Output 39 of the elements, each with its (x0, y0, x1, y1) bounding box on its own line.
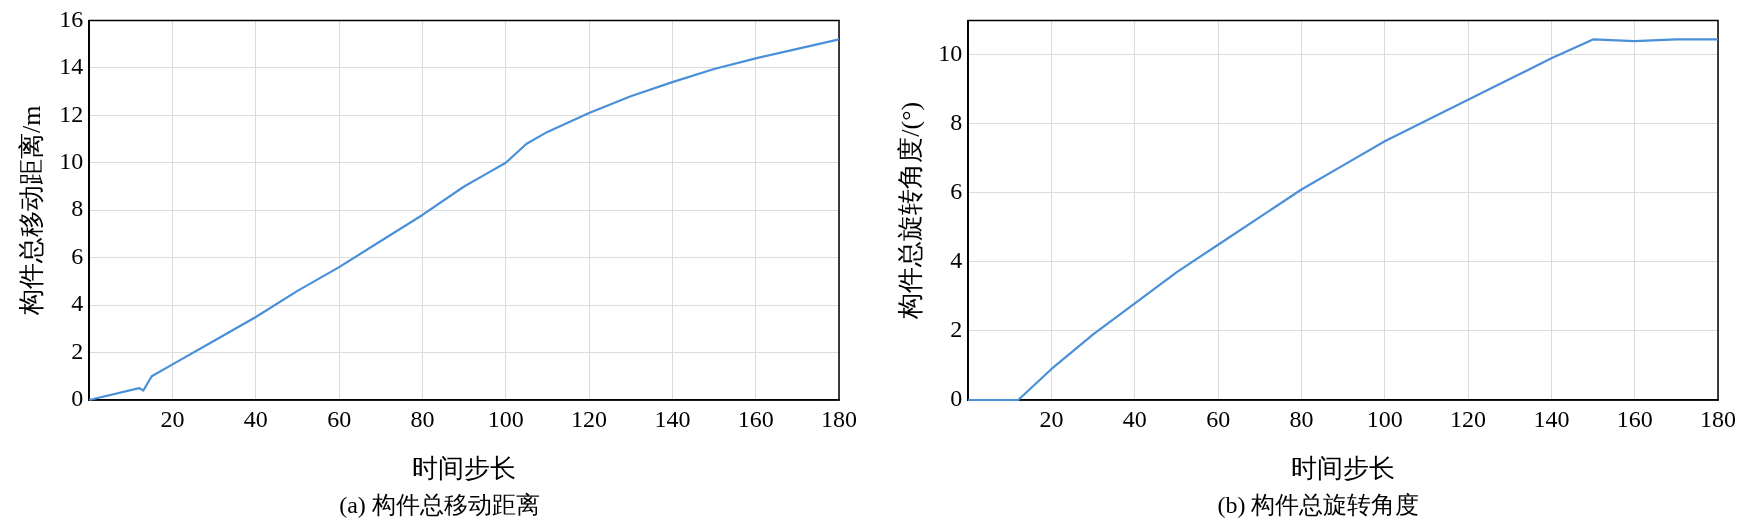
y-axis-title: 构件总移动距离/m (17, 105, 47, 316)
y-tick-label: 10 (59, 148, 84, 175)
x-tick-label: 20 (160, 405, 185, 432)
x-axis-title: 时间步长 (412, 454, 517, 484)
y-tick-label: 4 (71, 290, 84, 317)
y-tick-label: 2 (71, 337, 84, 364)
x-tick-label: 120 (571, 405, 608, 432)
y-tick-label: 10 (938, 40, 963, 67)
x-tick-label: 60 (1206, 405, 1231, 432)
y-tick-label: 0 (950, 385, 963, 412)
x-tick-label: 40 (1122, 405, 1147, 432)
y-axis-title: 构件总旋转角度/(°) (896, 101, 926, 320)
y-tick-label: 16 (59, 5, 84, 32)
x-tick-label: 140 (654, 405, 691, 432)
y-tick-label: 8 (950, 109, 963, 136)
x-tick-label: 80 (1289, 405, 1314, 432)
y-tick-label: 8 (71, 195, 84, 222)
x-tick-label: 160 (1616, 405, 1653, 432)
text: (b) 构件总旋转角度 (1217, 491, 1420, 520)
x-tick-label: 140 (1533, 405, 1570, 432)
text: (a) 构件总移动距离 (339, 491, 540, 520)
y-tick-label: 2 (950, 316, 963, 343)
y-tick-label: 12 (59, 100, 84, 127)
y-tick-label: 4 (950, 247, 963, 274)
x-tick-label: 180 (1700, 405, 1736, 432)
x-tick-label: 100 (1366, 405, 1403, 432)
y-tick-label: 6 (71, 242, 84, 269)
x-tick-label: 20 (1039, 405, 1064, 432)
x-tick-label: 180 (821, 405, 857, 432)
x-axis-title: 时间步长 (1291, 454, 1396, 484)
y-tick-label: 6 (950, 178, 963, 205)
x-tick-label: 100 (487, 405, 524, 432)
x-tick-label: 120 (1450, 405, 1487, 432)
x-tick-label: 40 (243, 405, 268, 432)
y-tick-label: 14 (59, 53, 84, 80)
x-tick-label: 160 (737, 405, 774, 432)
x-tick-label: 80 (410, 405, 435, 432)
x-tick-label: 60 (327, 405, 352, 432)
y-tick-label: 0 (71, 385, 84, 412)
